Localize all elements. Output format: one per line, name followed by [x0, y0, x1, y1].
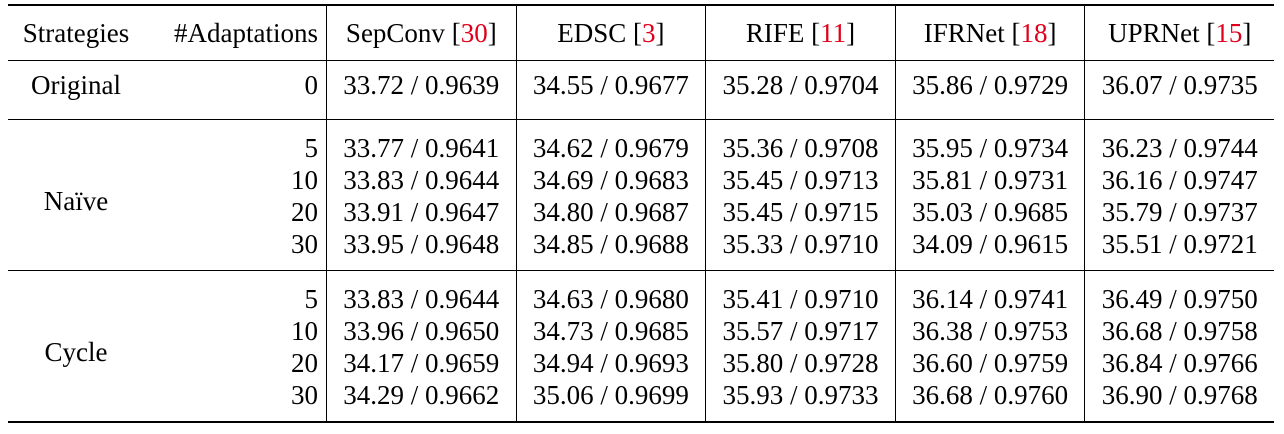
table-cell: 34.85 / 0.9688 — [515, 228, 706, 271]
table-cell: 33.91 / 0.9647 — [326, 196, 517, 228]
table-cell: 36.84 / 0.9766 — [1084, 347, 1274, 379]
table-cell: 36.07 / 0.9735 — [1084, 60, 1274, 120]
table-cell: 34.69 / 0.9683 — [515, 164, 706, 196]
adaptation-count: 20 — [291, 197, 318, 227]
table-cell: 35.28 / 0.9704 — [705, 60, 896, 120]
method-name: EDSC — [557, 18, 627, 48]
table-row: 30 33.95 / 0.9648 34.85 / 0.9688 35.33 /… — [8, 228, 1274, 271]
header-strategies: Strategies — [8, 4, 144, 61]
header-adaptations: #Adaptations — [144, 4, 327, 61]
method-name: SepConv — [345, 18, 445, 48]
table-cell: 33.83 / 0.9644 — [326, 270, 517, 315]
table-cell: 35.86 / 0.9729 — [894, 60, 1085, 120]
table-row: Naïve 5 33.77 / 0.9641 34.62 / 0.9679 35… — [8, 119, 1274, 271]
table-cell: 36.68 / 0.9760 — [894, 379, 1085, 423]
adaptation-count: 30 — [144, 379, 327, 423]
table-row: 20 33.91 / 0.9647 34.80 / 0.9687 35.45 /… — [8, 196, 1274, 228]
table-cell: 34.17 / 0.9659 — [326, 347, 517, 379]
table-cell: 35.45 / 0.9715 — [705, 196, 896, 228]
adaptation-count: 10 — [291, 165, 318, 195]
adaptation-count: 5 — [144, 119, 327, 164]
table-cell: 35.81 / 0.9731 — [894, 164, 1085, 196]
table-cell: 34.29 / 0.9662 — [326, 379, 517, 423]
adaptation-count: 10 — [291, 316, 318, 346]
table-row: 10 33.96 / 0.9650 34.73 / 0.9685 35.57 /… — [8, 315, 1274, 347]
citation-link[interactable]: 15 — [1215, 18, 1243, 48]
header-method: RIFE [11] — [705, 4, 896, 61]
citation-link[interactable]: 11 — [820, 18, 847, 48]
table-cell: 34.94 / 0.9693 — [515, 347, 706, 379]
method-name: IFRNet — [923, 18, 1005, 48]
table-cell: 35.51 / 0.9721 — [1084, 228, 1274, 271]
table-cell: 34.63 / 0.9680 — [515, 270, 706, 315]
table-cell: 36.16 / 0.9747 — [1084, 164, 1274, 196]
table-cell: 35.80 / 0.9728 — [705, 347, 896, 379]
strategy-label: Naïve — [8, 119, 144, 271]
strategy-label: Original — [8, 60, 144, 120]
header-method: SepConv [30] — [326, 4, 517, 61]
table-cell: 33.83 / 0.9644 — [326, 164, 517, 196]
table-cell: 35.06 / 0.9699 — [515, 379, 706, 423]
adaptation-count: 0 — [144, 60, 327, 120]
table-row: 20 34.17 / 0.9659 34.94 / 0.9693 35.80 /… — [8, 347, 1274, 379]
citation-link[interactable]: 3 — [642, 18, 656, 48]
header-row: Strategies #Adaptations SepConv [30] EDS… — [8, 4, 1274, 61]
table-cell: 35.03 / 0.9685 — [894, 196, 1085, 228]
table-cell: 33.72 / 0.9639 — [326, 60, 517, 120]
table-cell: 35.33 / 0.9710 — [705, 228, 896, 271]
table-cell: 36.90 / 0.9768 — [1084, 379, 1274, 423]
table-cell: 33.96 / 0.9650 — [326, 315, 517, 347]
table-cell: 33.95 / 0.9648 — [326, 228, 517, 271]
table-row: 10 33.83 / 0.9644 34.69 / 0.9683 35.45 /… — [8, 164, 1274, 196]
table-cell: 35.79 / 0.9737 — [1084, 196, 1274, 228]
adaptation-count: 30 — [291, 229, 318, 259]
table-cell: 34.80 / 0.9687 — [515, 196, 706, 228]
adaptation-count: 5 — [144, 270, 327, 315]
table-cell: 35.57 / 0.9717 — [705, 315, 896, 347]
table-row: 30 34.29 / 0.9662 35.06 / 0.9699 35.93 /… — [8, 379, 1274, 423]
table-cell: 34.73 / 0.9685 — [515, 315, 706, 347]
header-method: UPRNet [15] — [1084, 4, 1274, 61]
table-cell: 34.62 / 0.9679 — [515, 119, 706, 164]
table-cell: 36.49 / 0.9750 — [1084, 270, 1274, 315]
table-cell: 35.45 / 0.9713 — [705, 164, 896, 196]
method-name: RIFE — [745, 18, 805, 48]
results-table: Strategies #Adaptations SepConv [30] EDS… — [8, 4, 1274, 423]
table-cell: 33.77 / 0.9641 — [326, 119, 517, 164]
header-method: IFRNet [18] — [894, 4, 1085, 61]
table-cell: 36.60 / 0.9759 — [894, 347, 1085, 379]
table-cell: 36.38 / 0.9753 — [894, 315, 1085, 347]
table-cell: 35.36 / 0.9708 — [705, 119, 896, 164]
adaptation-count: 20 — [291, 348, 318, 378]
citation-link[interactable]: 18 — [1020, 18, 1048, 48]
table-cell: 34.09 / 0.9615 — [894, 228, 1085, 271]
header-method: EDSC [3] — [515, 4, 706, 61]
citation-link[interactable]: 30 — [460, 18, 488, 48]
table-cell: 35.41 / 0.9710 — [705, 270, 896, 315]
table-cell: 34.55 / 0.9677 — [515, 60, 706, 120]
table-cell: 36.23 / 0.9744 — [1084, 119, 1274, 164]
table-cell: 36.14 / 0.9741 — [894, 270, 1085, 315]
table-cell: 36.68 / 0.9758 — [1084, 315, 1274, 347]
table-cell: 35.95 / 0.9734 — [894, 119, 1085, 164]
table-row: Cycle 5 33.83 / 0.9644 34.63 / 0.9680 35… — [8, 270, 1274, 423]
strategy-label: Cycle — [8, 270, 144, 423]
method-name: UPRNet — [1108, 18, 1200, 48]
table-row: Original 0 33.72 / 0.9639 34.55 / 0.9677… — [8, 60, 1274, 120]
table-cell: 35.93 / 0.9733 — [705, 379, 896, 423]
